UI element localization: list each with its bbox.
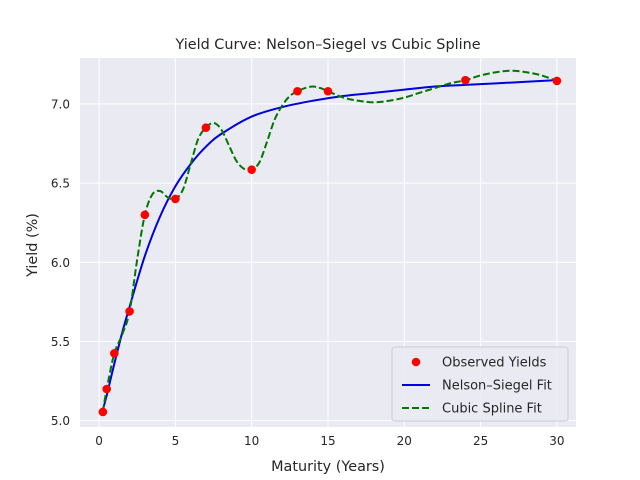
x-axis-label: Maturity (Years) [271, 459, 385, 475]
legend-label: Nelson–Siegel Fit [442, 379, 552, 394]
observed-yield-point [140, 210, 150, 220]
y-tick-label: 5.5 [51, 335, 70, 349]
y-tick-label: 6.5 [51, 177, 70, 191]
y-tick-label: 5.0 [51, 414, 70, 428]
x-tick-label: 5 [172, 434, 180, 448]
observed-yield-point [201, 123, 211, 132]
observed-yield-point [323, 86, 333, 96]
legend-box [391, 346, 569, 422]
observed-yield-point [461, 75, 470, 85]
observed-yield-point [247, 165, 256, 174]
legend-label: Observed Yields [442, 356, 547, 371]
observed-points [98, 75, 562, 417]
y-tick-label: 7.0 [51, 97, 70, 111]
x-axis-ticks: 0 5 10 15 20 25 30 [95, 434, 564, 448]
observed-yield-point [171, 194, 180, 204]
x-tick-label: 30 [549, 434, 564, 448]
observed-yield-point [102, 384, 112, 394]
observed-yield-point [125, 307, 134, 316]
series-lines [101, 69, 558, 413]
legend-marker-observed [411, 357, 421, 367]
observed-yield-point [98, 407, 108, 417]
x-tick-label: 20 [397, 434, 412, 448]
y-tick-label: 6.0 [51, 256, 70, 270]
chart-title: Yield Curve: Nelson–Siegel vs Cubic Spli… [174, 37, 480, 53]
nelson-siegel-line [101, 79, 557, 410]
x-tick-label: 25 [473, 434, 488, 448]
y-axis-ticks: 5.0 5.5 6.0 6.5 7.0 [51, 97, 70, 428]
legend: Observed Yields Nelson–Siegel Fit Cubic Sp… [391, 346, 569, 422]
observed-yield-point [293, 86, 302, 96]
x-tick-label: 0 [95, 434, 103, 448]
x-tick-label: 10 [244, 434, 259, 448]
observed-yield-point [110, 349, 119, 358]
y-axis-label: Yield (%) [25, 213, 41, 278]
grid [80, 58, 576, 427]
observed-yield-point [552, 76, 562, 86]
x-tick-label: 15 [320, 434, 335, 448]
legend-label: Cubic Spline Fit [442, 402, 542, 417]
